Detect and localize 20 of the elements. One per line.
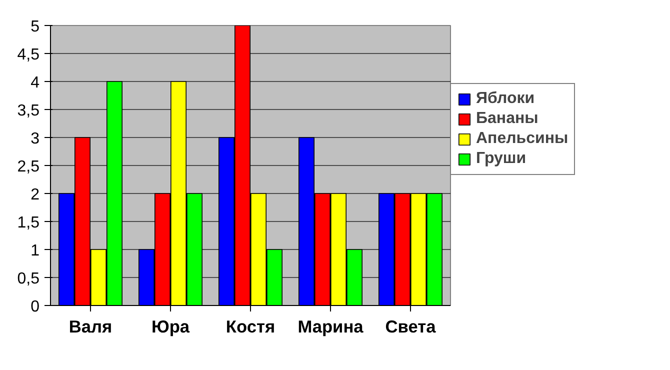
x-tick-label: Света bbox=[385, 316, 436, 336]
legend-label: Яблоки bbox=[476, 90, 535, 108]
y-tick-label: 1,5 bbox=[17, 214, 40, 232]
legend-label: Бананы bbox=[476, 110, 538, 128]
y-tick-label: 0 bbox=[30, 298, 40, 316]
y-tick-label: 3 bbox=[30, 130, 40, 148]
y-tick-label: 2 bbox=[30, 186, 40, 204]
y-tick-label: 4,5 bbox=[17, 46, 40, 64]
legend-label: Груши bbox=[476, 150, 526, 168]
y-tick-label: 3,5 bbox=[17, 102, 40, 120]
legend-label: Апельсины bbox=[476, 130, 568, 148]
x-tick-label: Валя bbox=[68, 316, 112, 336]
y-tick-label: 5 bbox=[30, 18, 40, 36]
x-tick-label: Юра bbox=[151, 316, 190, 336]
y-tick-label: 2,5 bbox=[17, 158, 40, 176]
x-tick-label: Марина bbox=[298, 316, 364, 336]
y-tick-label: 1 bbox=[30, 242, 40, 260]
x-tick-label: Костя bbox=[226, 316, 276, 336]
y-tick-label: 4 bbox=[30, 74, 40, 92]
y-tick-label: 0,5 bbox=[17, 270, 40, 288]
